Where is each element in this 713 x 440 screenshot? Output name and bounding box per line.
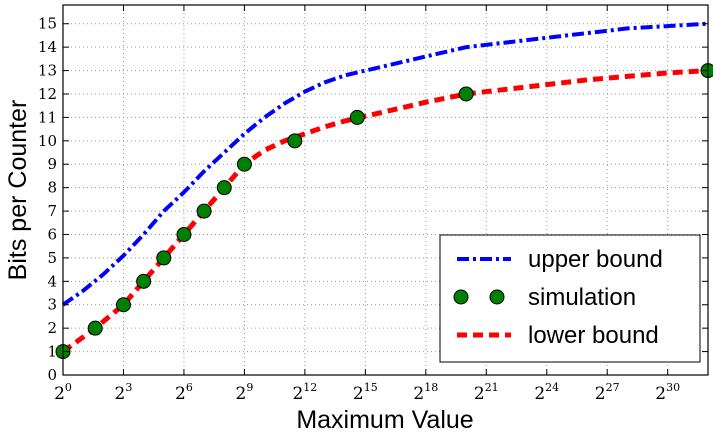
point-simulation — [115, 297, 131, 313]
legend-label-upper-bound: upper bound — [528, 246, 663, 273]
y-tick-label: 10 — [38, 132, 57, 150]
y-tick-label: 5 — [47, 249, 57, 267]
plot-frame — [62, 4, 709, 376]
x-tick-label: 26 — [175, 381, 193, 404]
x-tick-label: 23 — [115, 381, 133, 404]
point-simulation — [176, 226, 192, 242]
x-tick-label: 227 — [595, 381, 620, 404]
point-simulation — [87, 320, 103, 336]
y-tick-label: 13 — [38, 62, 57, 80]
line-upper-bound — [61, 21, 709, 307]
point-simulation — [216, 180, 232, 196]
y-tick-label: 1 — [47, 343, 57, 361]
y-tick-label: 9 — [47, 155, 57, 173]
x-tick-label: 20 — [54, 381, 72, 404]
y-tick-label: 8 — [47, 179, 57, 197]
point-simulation — [349, 109, 365, 125]
y-tick-label: 14 — [38, 38, 57, 56]
x-tick-label: 221 — [474, 381, 499, 404]
x-tick-label: 29 — [235, 381, 253, 404]
y-tick-label: 12 — [38, 85, 57, 103]
point-simulation — [287, 133, 303, 149]
x-axis-label: Maximum Value — [296, 406, 473, 434]
y-tick-label: 4 — [47, 272, 57, 290]
y-axis-label: Bits per Counter — [4, 100, 32, 281]
x-tick-label: 215 — [353, 381, 378, 404]
y-tick-label: 15 — [38, 15, 57, 33]
legend-frame — [439, 234, 701, 363]
line-lower-bound — [61, 68, 709, 354]
x-tick-label: 224 — [534, 381, 559, 404]
point-simulation — [196, 203, 212, 219]
y-tick-label: 6 — [47, 225, 57, 243]
y-tick-label: 2 — [47, 319, 57, 337]
legend: upper bound simulation lower bound — [439, 234, 701, 363]
point-simulation — [156, 250, 172, 266]
y-tick-label: 3 — [47, 296, 57, 314]
point-simulation — [458, 86, 474, 102]
y-tick-label: 11 — [38, 108, 57, 126]
legend-swatch-simulation-left — [453, 289, 469, 305]
y-tick-label: 7 — [47, 202, 57, 220]
x-tick-label: 218 — [413, 381, 438, 404]
x-tick-label: 212 — [292, 381, 317, 404]
legend-label-simulation: simulation — [528, 284, 636, 311]
series-layer — [55, 21, 713, 360]
x-tick-label: 230 — [655, 381, 680, 404]
legend-swatch-simulation-right — [489, 289, 505, 305]
point-simulation — [136, 273, 152, 289]
legend-label-lower-bound: lower bound — [528, 322, 659, 349]
y-tick-label: 0 — [47, 366, 57, 384]
point-simulation — [236, 156, 252, 172]
